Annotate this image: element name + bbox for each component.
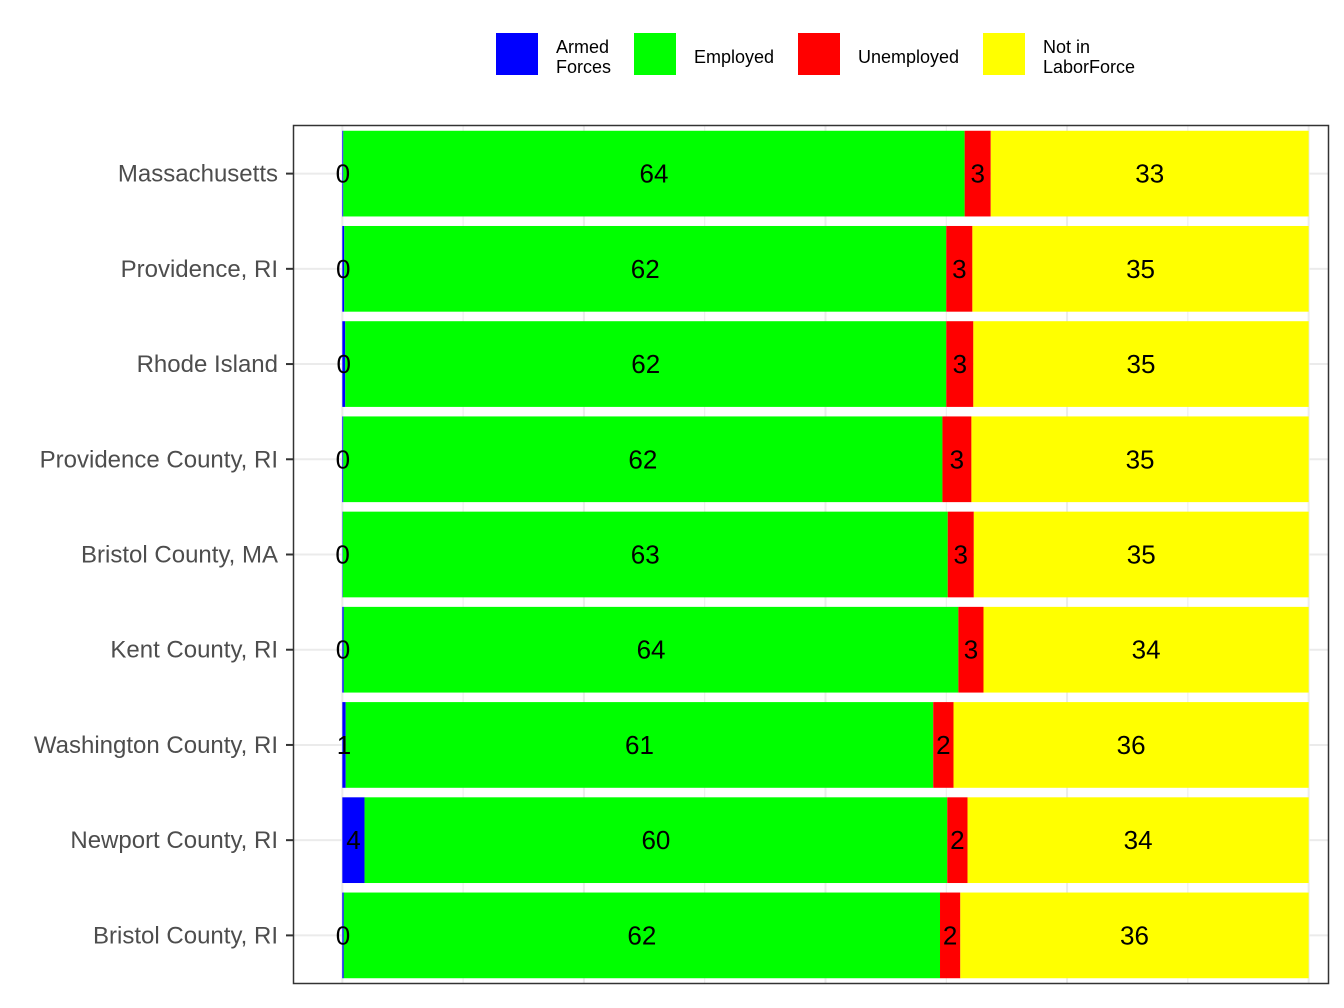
- value-labels: 0 64 3 330 62 3 350 62 3 350 62 3 350 63 3 350 64 3 341 61 2…: [335, 159, 1164, 951]
- y-axis: Massachusetts Providence, RI Rhode Island P…: [34, 161, 294, 949]
- bar-segment: [947, 797, 968, 884]
- bar-segment: [342, 892, 344, 979]
- y-tick-label: Providence, RI: [121, 256, 278, 283]
- legend-label: Unemployed: [858, 47, 959, 67]
- data-label: 34: [1124, 825, 1153, 855]
- bar-segment: [344, 225, 947, 312]
- y-tick-label: Bristol County, RI: [93, 922, 278, 949]
- data-label: 3: [953, 349, 967, 379]
- bar-segment: [971, 416, 1309, 503]
- y-tick-label: Kent County, RI: [110, 637, 278, 664]
- bar-segment: [345, 321, 947, 407]
- data-label: 0: [336, 254, 350, 284]
- y-tick-label: Providence County, RI: [40, 446, 278, 473]
- bar-segment: [967, 797, 1309, 884]
- bar-segment: [342, 225, 345, 312]
- data-label: 0: [336, 635, 350, 665]
- data-label: 3: [954, 540, 968, 570]
- data-label: 62: [627, 920, 656, 950]
- legend-label: Employed: [694, 47, 774, 67]
- data-label: 2: [950, 825, 964, 855]
- legend-key: [798, 33, 840, 75]
- data-label: 35: [1127, 540, 1156, 570]
- bar-segment: [343, 130, 965, 217]
- data-label: 3: [970, 159, 984, 189]
- y-tick-label: Newport County, RI: [70, 827, 278, 854]
- bar-segment: [343, 606, 959, 693]
- data-label: 35: [1126, 254, 1155, 284]
- bar-segment: [342, 321, 346, 407]
- data-label: 62: [628, 444, 657, 474]
- data-label: 33: [1135, 159, 1164, 189]
- data-label: 0: [336, 159, 350, 189]
- y-tick-label: Rhode Island: [137, 351, 278, 378]
- bar-segment: [960, 892, 1309, 979]
- data-label: 4: [346, 825, 360, 855]
- panel-border: [292, 124, 1330, 985]
- y-tick-label: Massachusetts: [118, 161, 278, 188]
- legend-key: [496, 33, 538, 75]
- y-tick-label: Bristol County, MA: [81, 542, 278, 569]
- bar-segment: [342, 511, 948, 598]
- data-label: 3: [952, 254, 966, 284]
- data-label: 36: [1117, 730, 1146, 760]
- data-label: 0: [336, 444, 350, 474]
- data-label: 64: [640, 159, 669, 189]
- bar-segment: [973, 321, 1309, 407]
- bar-segment: [947, 511, 974, 598]
- bar-segment: [342, 606, 344, 693]
- bar-segment: [946, 321, 974, 407]
- data-label: 0: [337, 349, 351, 379]
- data-label: 3: [964, 635, 978, 665]
- bars: [342, 130, 1309, 979]
- bar-segment: [343, 416, 943, 503]
- bar-segment: [342, 130, 344, 217]
- data-label: 36: [1120, 920, 1149, 950]
- data-label: 1: [337, 730, 351, 760]
- bar-segment: [983, 606, 1309, 693]
- data-label: 64: [637, 635, 666, 665]
- data-label: 3: [950, 444, 964, 474]
- bar-segment: [940, 892, 961, 979]
- bar-segment: [942, 416, 972, 503]
- bar-segment: [990, 130, 1309, 217]
- bar-segment: [946, 225, 973, 312]
- bar-segment: [958, 606, 984, 693]
- y-tick-label: Washington County, RI: [34, 732, 278, 759]
- bar-segment: [343, 892, 941, 979]
- data-label: 63: [631, 540, 660, 570]
- data-label: 0: [335, 540, 349, 570]
- data-label: 0: [336, 920, 350, 950]
- bar-segment: [933, 702, 954, 788]
- data-label: 60: [641, 825, 670, 855]
- data-label: 34: [1132, 635, 1161, 665]
- legend-label: Not in LaborForce: [1043, 37, 1135, 77]
- bar-segment: [973, 511, 1309, 598]
- bar-segment: [342, 702, 346, 788]
- data-label: 2: [936, 730, 950, 760]
- data-label: 2: [943, 920, 957, 950]
- data-label: 61: [625, 730, 654, 760]
- legend-key: [983, 33, 1025, 75]
- data-label: 35: [1126, 444, 1155, 474]
- legend-key: [634, 33, 676, 75]
- data-label: 62: [631, 254, 660, 284]
- bar-segment: [364, 797, 948, 884]
- bar-segment: [953, 702, 1309, 788]
- data-label: 35: [1127, 349, 1156, 379]
- bar-segment: [972, 225, 1309, 312]
- bar-segment: [964, 130, 991, 217]
- bar-segment: [342, 416, 344, 503]
- legend: Armed Forces Employed Unemployed Not in Labor…: [496, 33, 1135, 77]
- bar-segment: [342, 797, 365, 884]
- bar-segment: [345, 702, 934, 788]
- legend-label: Armed Forces: [556, 37, 611, 77]
- data-label: 62: [631, 349, 660, 379]
